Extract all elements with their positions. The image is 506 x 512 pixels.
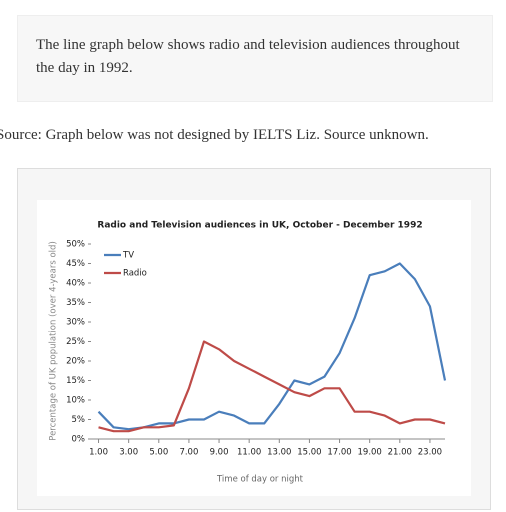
x-tick-label: 3.00 <box>119 448 138 458</box>
y-tick-label: 45% <box>66 259 85 269</box>
legend-label: Radio <box>123 269 147 279</box>
y-tick-label: 25% <box>66 337 85 347</box>
prompt-box: The line graph below shows radio and tel… <box>17 15 493 102</box>
y-tick-label: 0% <box>72 435 86 445</box>
chart-title: Radio and Television audiences in UK, Oc… <box>97 221 422 231</box>
x-tick-label: 9.00 <box>210 448 229 458</box>
x-tick-label: 23.00 <box>418 448 442 458</box>
prompt-text: The line graph below shows radio and tel… <box>36 37 460 76</box>
x-tick-label: 21.00 <box>388 448 412 458</box>
series-line <box>98 340 446 433</box>
x-tick-label: 19.00 <box>358 448 382 458</box>
x-tick-label: 1.00 <box>89 448 108 458</box>
x-tick-label: 13.00 <box>267 448 291 458</box>
source-note: Source: Graph below was not designed by … <box>0 127 429 143</box>
x-axis-label: Time of day or night <box>216 475 304 485</box>
x-tick-label: 7.00 <box>179 448 198 458</box>
x-tick-label: 15.00 <box>297 448 321 458</box>
y-tick-label: 35% <box>66 298 85 308</box>
chart-area <box>37 200 471 496</box>
y-tick-label: 20% <box>66 357 85 367</box>
y-tick-label: 50% <box>66 240 85 250</box>
series-line <box>97 262 447 431</box>
y-tick-label: 5% <box>72 415 86 425</box>
y-tick-label: 15% <box>66 376 85 386</box>
x-tick-label: 5.00 <box>149 448 168 458</box>
figure: Radio and Television audiences in UK, Oc… <box>17 168 491 510</box>
chart: Radio and Television audiences in UK, Oc… <box>37 200 471 496</box>
y-tick-label: 40% <box>66 279 85 289</box>
x-tick-label: 17.00 <box>327 448 351 458</box>
y-tick-label: 30% <box>66 318 85 328</box>
legend-label: TV <box>122 251 134 261</box>
x-tick-label: 11.00 <box>237 448 261 458</box>
y-axis-label: Percentage of UK population (over 4-year… <box>49 241 59 441</box>
y-tick-label: 10% <box>66 396 85 406</box>
